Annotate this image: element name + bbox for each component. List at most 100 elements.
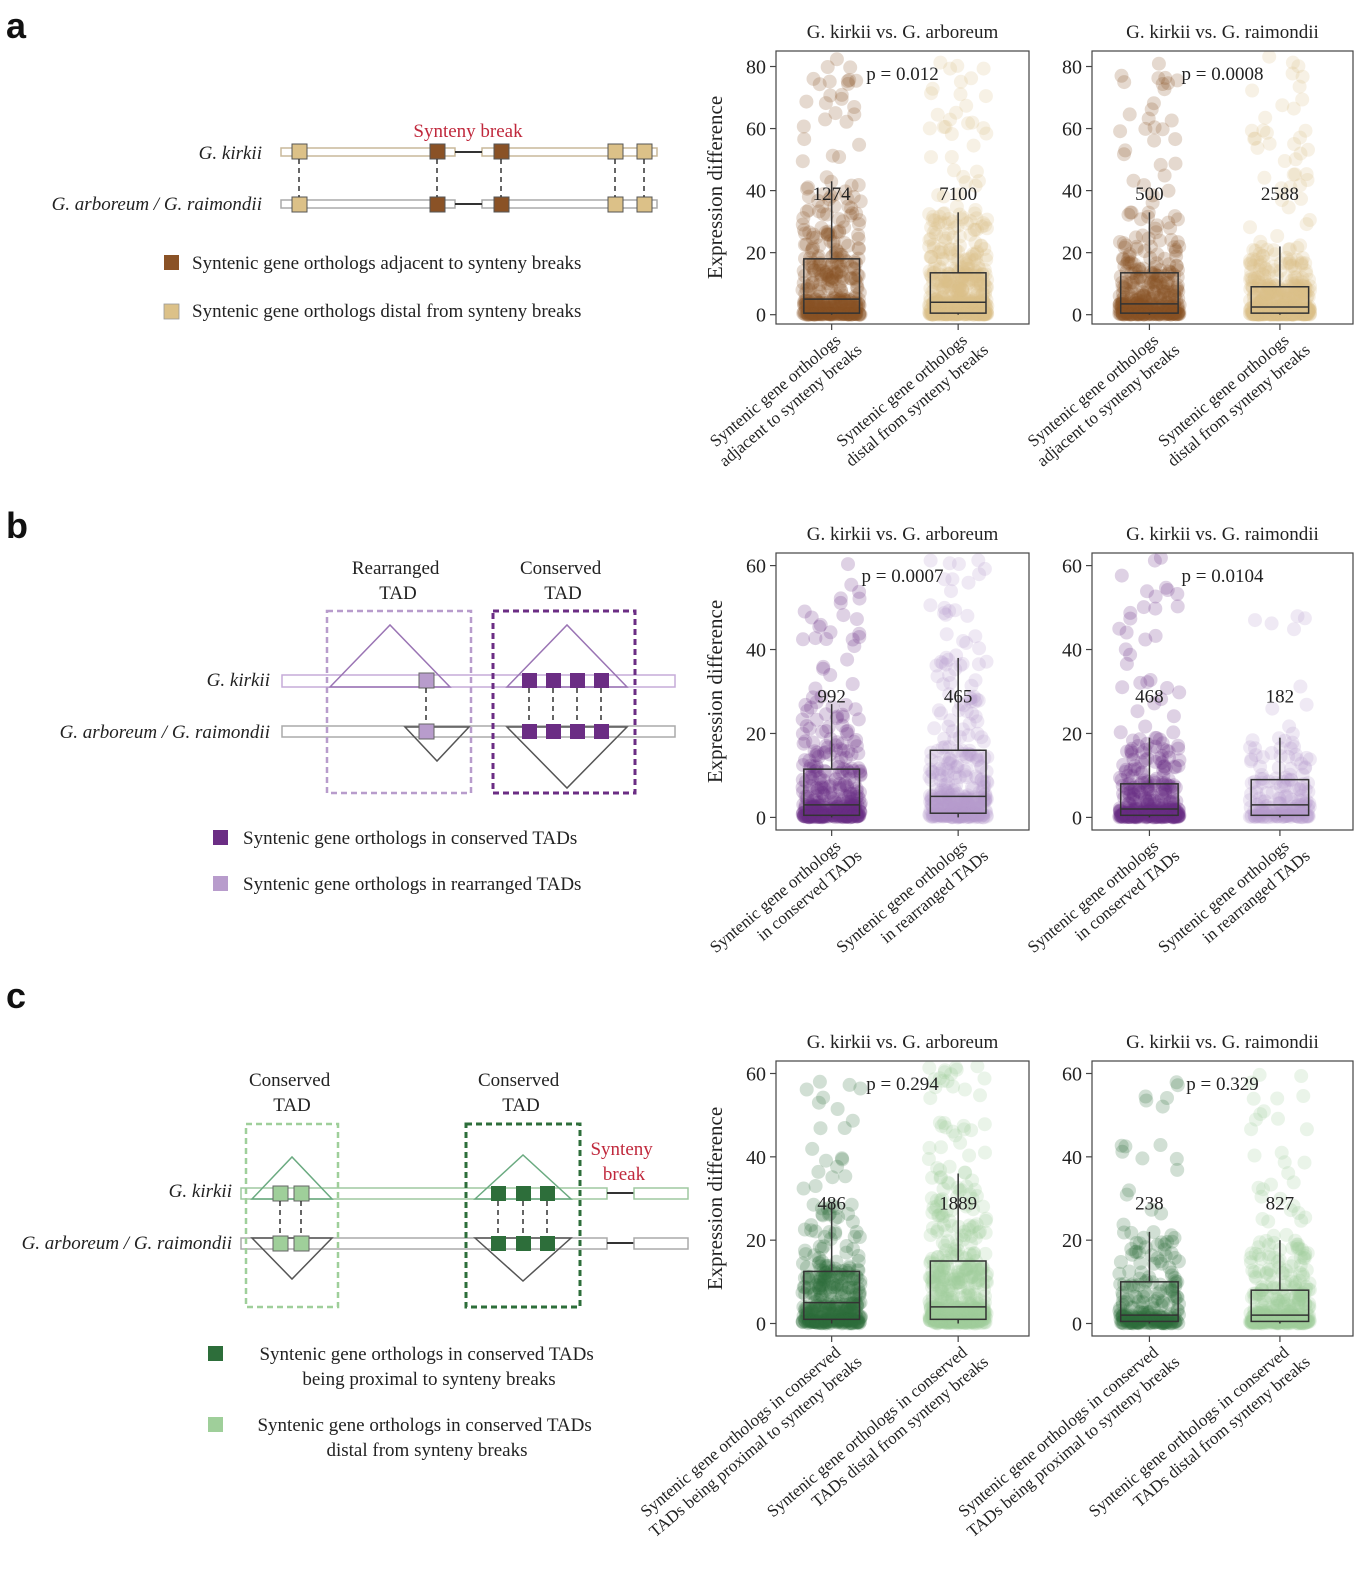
data-point (967, 263, 982, 278)
data-point (958, 1228, 972, 1243)
data-point (801, 294, 816, 309)
data-point (802, 770, 817, 785)
data-point (1143, 291, 1158, 306)
data-point (932, 1310, 947, 1325)
data-point (1270, 809, 1285, 824)
data-point (939, 650, 954, 665)
data-point (1299, 167, 1314, 182)
data-point (1163, 307, 1178, 322)
data-point (951, 275, 966, 290)
data-point (1256, 307, 1271, 322)
gene-distal (607, 196, 624, 213)
data-point (1127, 281, 1142, 296)
data-point (832, 307, 847, 321)
data-point (932, 300, 947, 315)
data-point (953, 74, 968, 89)
data-point (834, 1277, 849, 1292)
data-point (1131, 307, 1146, 322)
data-point (928, 1080, 943, 1095)
conserved-tad-box-c2 (464, 1122, 582, 1309)
data-point (826, 297, 841, 312)
data-point (943, 279, 958, 294)
data-point (1261, 294, 1276, 309)
data-point (1298, 123, 1313, 138)
data-point (840, 307, 855, 322)
data-point (845, 206, 860, 221)
data-point (1124, 255, 1139, 270)
data-point (846, 786, 861, 801)
conserved-tad-title-b: Conserved TAD (520, 558, 606, 604)
data-point (1150, 290, 1165, 305)
data-point (922, 1294, 937, 1309)
data-point (831, 1269, 846, 1284)
data-point (1140, 810, 1154, 825)
data-point (971, 273, 986, 288)
data-point (923, 1228, 938, 1243)
data-point (1253, 759, 1268, 774)
data-point (938, 307, 953, 322)
data-point (1157, 287, 1171, 301)
data-point (1257, 304, 1272, 319)
data-point (1124, 205, 1139, 220)
data-point (797, 237, 812, 252)
data-point (1300, 301, 1315, 316)
data-point (1143, 800, 1157, 815)
data-point (1124, 291, 1139, 306)
data-point (828, 286, 843, 301)
data-point (812, 238, 827, 253)
data-point (956, 1269, 971, 1284)
data-point (955, 270, 970, 285)
data-point (1167, 759, 1182, 774)
data-point (1123, 307, 1138, 322)
data-point (1161, 802, 1176, 817)
data-point (804, 307, 819, 321)
data-point (848, 796, 863, 811)
data-point (818, 809, 833, 824)
data-point (935, 1073, 950, 1088)
data-point (935, 290, 950, 305)
data-point (1281, 806, 1296, 821)
data-point (806, 1314, 821, 1329)
data-point (1248, 810, 1263, 824)
data-point (1151, 307, 1166, 322)
data-point (949, 199, 964, 214)
data-point (815, 1208, 830, 1223)
data-point (842, 1311, 857, 1325)
data-point (847, 270, 862, 285)
data-point (1130, 704, 1145, 719)
data-point (1156, 284, 1171, 299)
data-point (810, 307, 825, 322)
data-point (847, 807, 862, 821)
data-point (922, 264, 937, 279)
data-point (1117, 147, 1131, 162)
data-point (809, 763, 824, 778)
data-point (1131, 1294, 1146, 1309)
data-point (968, 203, 983, 217)
data-point (837, 802, 852, 817)
data-point (1163, 288, 1178, 303)
y-tick-label: 0 (1072, 305, 1082, 327)
data-point (922, 1309, 937, 1324)
data-point (935, 300, 950, 315)
data-point (972, 801, 987, 816)
data-point (965, 115, 980, 130)
data-point (807, 1314, 822, 1329)
data-point (967, 222, 982, 237)
data-point (1283, 741, 1298, 756)
data-point (1288, 297, 1303, 312)
data-point (1166, 778, 1181, 793)
data-point (925, 1306, 940, 1321)
data-point (802, 1269, 817, 1284)
data-point (922, 1140, 937, 1155)
y-tick-label: 0 (756, 305, 766, 327)
data-point (838, 802, 853, 817)
data-point (798, 299, 813, 314)
data-point (1255, 297, 1270, 312)
data-point (1285, 726, 1300, 741)
data-point (1151, 809, 1166, 824)
data-point (934, 278, 949, 293)
data-point (1275, 98, 1290, 113)
data-point (1140, 301, 1155, 316)
data-point (959, 256, 974, 271)
data-point (838, 698, 853, 712)
